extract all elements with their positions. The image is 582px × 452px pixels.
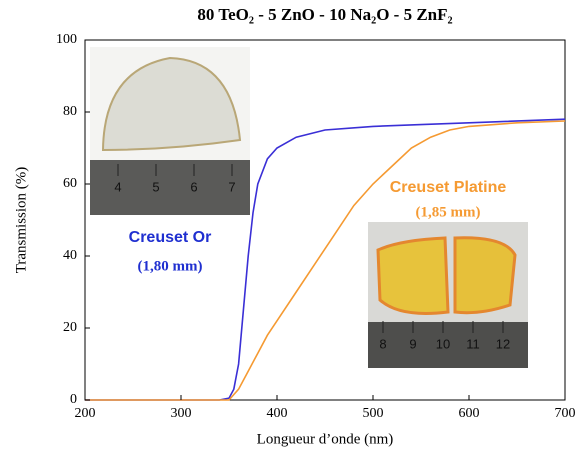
y-tick-label: 40 [63, 248, 77, 263]
ruler-labels: 8 9 10 11 12 [379, 321, 510, 351]
inset-photo-platinum: 8 9 10 11 12 [368, 222, 528, 368]
y-tick-label: 100 [56, 32, 77, 47]
ruler-label: 6 [190, 179, 197, 194]
x-tick-label: 500 [363, 406, 384, 421]
glass-piece [376, 236, 450, 315]
ruler-label: 10 [436, 336, 450, 351]
plot-frame [84, 39, 566, 401]
series-line [85, 120, 566, 401]
ruler-labels: 4 5 6 7 [114, 164, 236, 194]
annotation: (1,85 mm) [416, 204, 481, 220]
series-line [85, 118, 566, 401]
annotation: (1,80 mm) [138, 258, 203, 274]
annotation: Creuset Platine [390, 179, 507, 196]
y-tick-label: 0 [70, 392, 77, 407]
curves [85, 118, 566, 401]
ruler-label: 11 [466, 336, 480, 351]
glass-piece [101, 56, 242, 152]
ruler-label: 7 [228, 179, 235, 194]
x-tick-label: 400 [267, 406, 288, 421]
ruler-label: 4 [114, 179, 121, 194]
inset-photo-gold: 4 5 6 7 [90, 47, 250, 215]
ruler [368, 322, 528, 368]
x-axis-label: Longueur d’onde (nm) [257, 431, 394, 447]
ruler-label: 9 [409, 336, 416, 351]
x-tick-label: 300 [171, 406, 192, 421]
x-tick-label: 600 [459, 406, 480, 421]
x-tick-label: 700 [555, 406, 576, 421]
y-tick-label: 80 [63, 104, 77, 119]
x-tick-label: 200 [75, 406, 96, 421]
ruler [90, 160, 250, 215]
y-tick-label: 60 [63, 176, 77, 191]
ruler-label: 12 [496, 336, 510, 351]
y-tick-label: 20 [63, 320, 77, 335]
ruler-label: 5 [152, 179, 159, 194]
glass-piece [453, 236, 517, 315]
y-axis-label: Transmission (%) [13, 167, 29, 274]
chart-title: 80 TeO₂ - 5 ZnO - 10 Na₂O - 5 ZnF₂ [197, 5, 452, 24]
annotation: Creuset Or [129, 229, 212, 246]
ruler-label: 8 [379, 336, 386, 351]
